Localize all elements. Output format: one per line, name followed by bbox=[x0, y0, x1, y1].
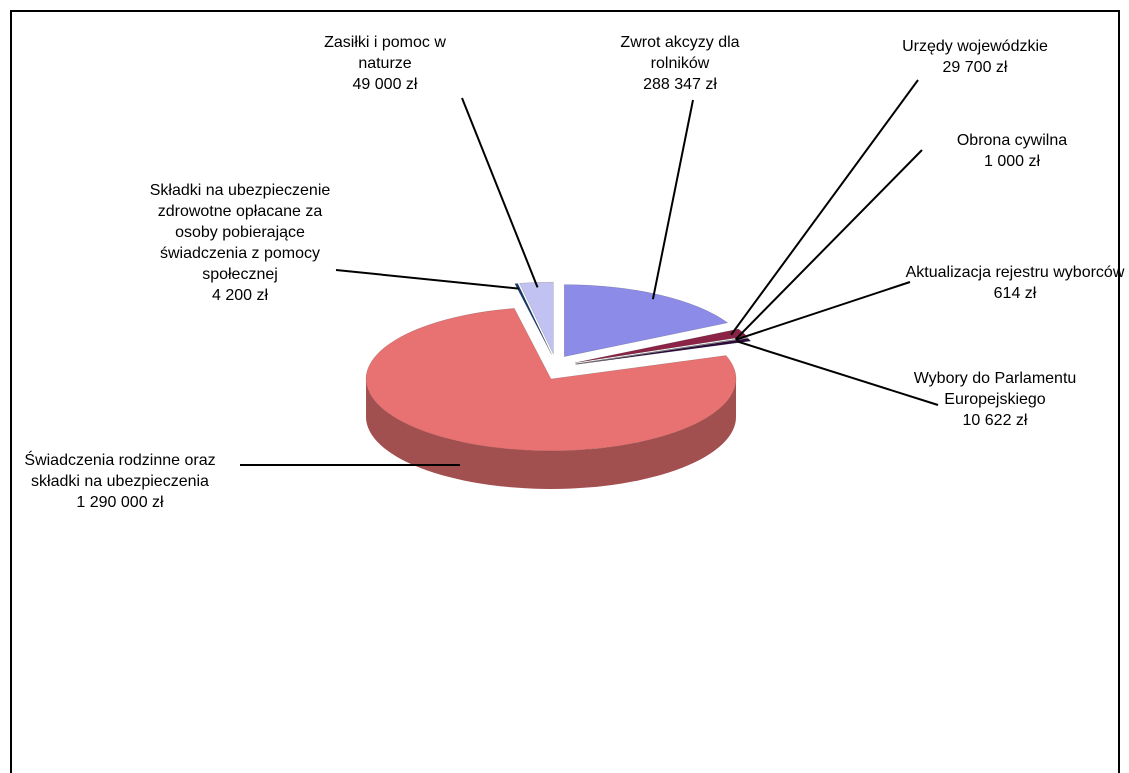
category-label: Obrona cywilna bbox=[956, 132, 1068, 149]
category-label: Urzędy wojewódzkie bbox=[902, 38, 1048, 55]
pie-sides bbox=[366, 378, 737, 489]
slice-top bbox=[575, 337, 749, 365]
leader-line bbox=[734, 149, 923, 341]
value-label: 4 200 zł bbox=[211, 287, 269, 304]
slice-top bbox=[365, 308, 737, 452]
category-label: Składki na ubezpieczenie zdrowotne opłac… bbox=[149, 182, 331, 283]
value-label: 49 000 zł bbox=[352, 76, 418, 93]
leader-line bbox=[736, 340, 939, 406]
slice-side-shade bbox=[366, 378, 737, 489]
value-label: 29 700 zł bbox=[942, 59, 1008, 76]
data-label: Urzędy wojewódzkie 29 700 zł bbox=[865, 36, 1085, 78]
data-label: Obrona cywilna 1 000 zł bbox=[927, 130, 1097, 172]
pie-tops bbox=[365, 281, 752, 452]
data-label: Zasiłki i pomoc w naturze 49 000 zł bbox=[300, 32, 470, 95]
slice-top bbox=[564, 284, 729, 357]
slice-top bbox=[575, 337, 749, 365]
category-label: Aktualizacja rejestru wyborców bbox=[905, 264, 1125, 281]
leader-line bbox=[735, 281, 911, 341]
category-label: Świadczenia rodzinne oraz składki na ube… bbox=[24, 452, 216, 490]
slice-top bbox=[514, 283, 552, 355]
leaders bbox=[240, 79, 939, 466]
leader-line bbox=[335, 269, 519, 290]
data-label: Świadczenia rodzinne oraz składki na ube… bbox=[5, 450, 235, 513]
data-label: Aktualizacja rejestru wyborców 614 zł bbox=[905, 262, 1125, 304]
slice-side bbox=[366, 378, 737, 489]
value-label: 614 zł bbox=[993, 285, 1037, 302]
data-label: Składki na ubezpieczenie zdrowotne opłac… bbox=[135, 180, 345, 306]
value-label: 1 290 000 zł bbox=[76, 494, 164, 511]
value-label: 1 000 zł bbox=[983, 153, 1041, 170]
slice-top bbox=[575, 338, 752, 365]
leader-line bbox=[730, 79, 919, 336]
value-label: 10 622 zł bbox=[962, 412, 1028, 429]
category-label: Zasiłki i pomoc w naturze bbox=[324, 34, 446, 72]
data-label: Wybory do Parlamentu Europejskiego 10 622… bbox=[910, 368, 1080, 431]
leader-line bbox=[461, 97, 539, 288]
category-label: Zwrot akcyzy dla rolników bbox=[620, 34, 740, 72]
category-label: Wybory do Parlamentu Europejskiego bbox=[913, 370, 1077, 408]
value-label: 288 347 zł bbox=[643, 76, 717, 93]
chart-border bbox=[10, 10, 1120, 773]
data-label: Zwrot akcyzy dla rolników 288 347 zł bbox=[595, 32, 765, 95]
leader-line bbox=[651, 99, 694, 300]
